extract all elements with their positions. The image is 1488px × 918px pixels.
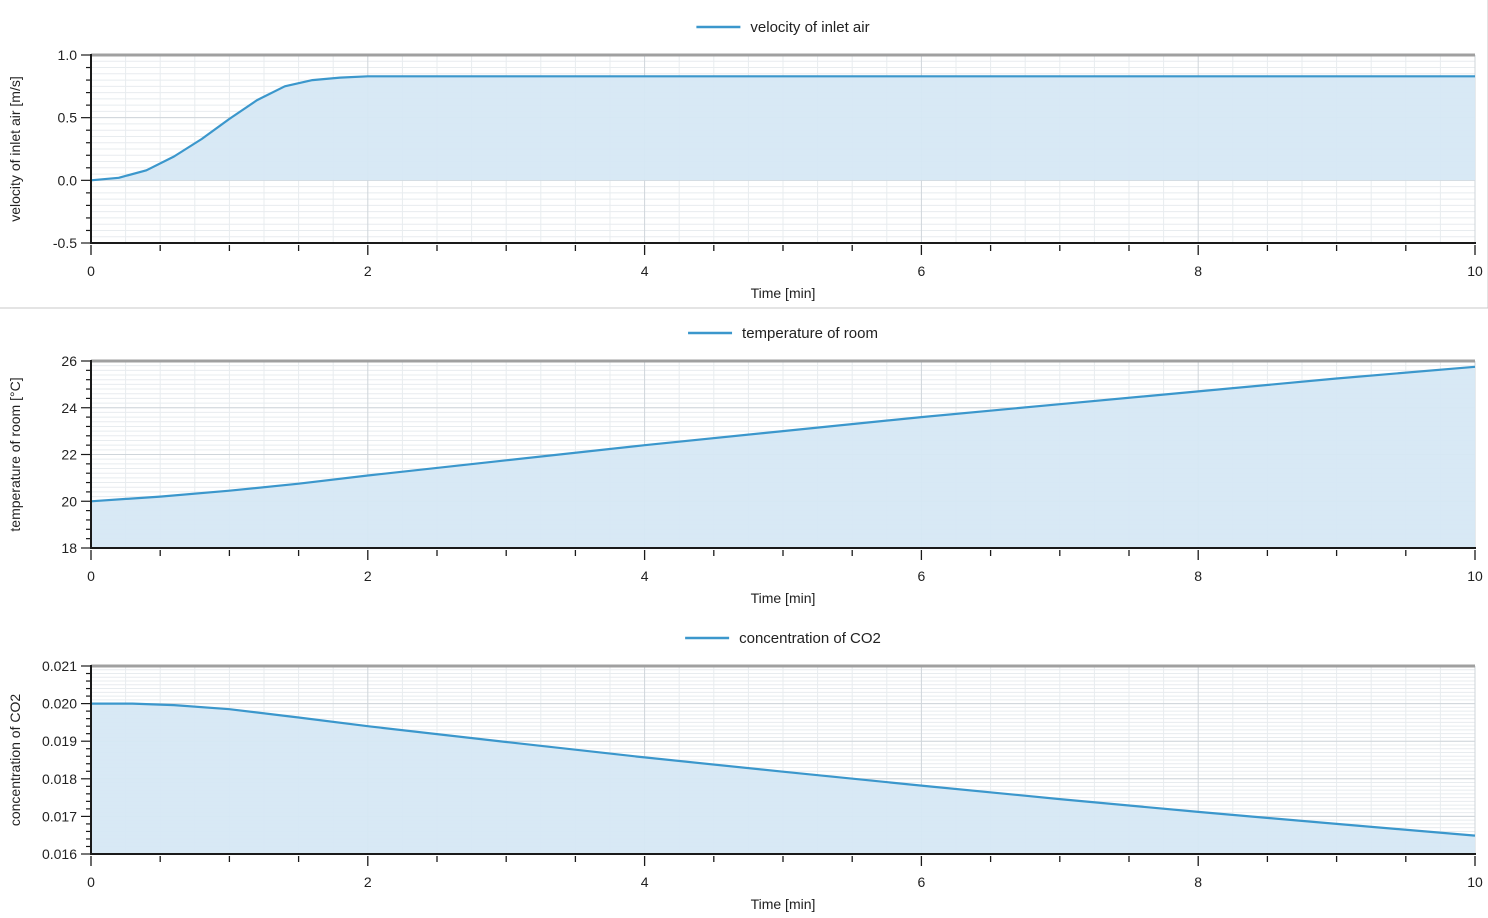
temperature-y-tick-label: 26 <box>61 353 77 369</box>
co2-x-tick-label: 10 <box>1467 874 1483 890</box>
co2-x-tick-label: 8 <box>1194 874 1202 890</box>
temperature-x-tick-label: 0 <box>87 568 95 584</box>
temperature-area-fill <box>91 366 1475 548</box>
co2-y-tick-label: 0.018 <box>42 771 77 787</box>
co2-area-fill <box>91 703 1475 854</box>
co2-y-tick-label: 0.021 <box>42 658 77 674</box>
temperature-x-tick-label: 6 <box>918 568 926 584</box>
velocity-y-tick-label: 0.5 <box>58 110 78 126</box>
velocity-y-axis-title: velocity of inlet air [m/s] <box>7 76 23 222</box>
velocity-x-tick-label: 2 <box>364 263 372 279</box>
velocity-x-tick-label: 10 <box>1467 263 1483 279</box>
temperature-y-tick-label: 22 <box>61 447 77 463</box>
temperature-x-tick-label: 4 <box>641 568 649 584</box>
co2-x-tick-label: 0 <box>87 874 95 890</box>
co2-y-axis-title: concentration of CO2 <box>7 694 23 827</box>
co2-series-line <box>91 702 1476 837</box>
temperature-y-tick-label: 18 <box>61 540 77 556</box>
co2-y-tick-label: 0.016 <box>42 846 77 862</box>
co2-x-tick-label: 6 <box>918 874 926 890</box>
temperature-series-line <box>90 365 1476 503</box>
velocity-y-tick-label: -0.5 <box>53 235 77 251</box>
velocity-x-tick-label: 4 <box>641 263 649 279</box>
temperature-x-tick-label: 8 <box>1194 568 1202 584</box>
co2-x-tick-label: 2 <box>364 874 372 890</box>
velocity-legend-label: velocity of inlet air <box>750 19 869 36</box>
temperature-x-tick-label: 10 <box>1467 568 1483 584</box>
temperature-y-axis-title: temperature of room [°C] <box>7 377 23 531</box>
co2-x-tick-label: 4 <box>641 874 649 890</box>
co2-y-tick-label: 0.020 <box>42 696 77 712</box>
co2-chart: 0 2 4 6 8 10 0.016 0.017 0.018 0.019 0.020 0.021 Tim… <box>7 630 1483 912</box>
velocity-series-line <box>90 75 1475 182</box>
velocity-chart: 0 2 4 6 8 10 -0.5 0.0 0.5 1.0 Time [min] velocity o… <box>7 19 1483 301</box>
velocity-x-tick-label: 6 <box>918 263 926 279</box>
temperature-y-tick-label: 24 <box>61 400 77 416</box>
temperature-legend-label: temperature of room <box>742 325 878 342</box>
velocity-x-tick-label: 0 <box>87 263 95 279</box>
co2-y-tick-label: 0.019 <box>42 733 77 749</box>
temperature-x-tick-label: 2 <box>364 568 372 584</box>
temperature-x-axis-title: Time [min] <box>751 590 816 606</box>
velocity-area-fill <box>91 76 1475 181</box>
co2-y-tick-label: 0.017 <box>42 808 77 824</box>
co2-x-axis-title: Time [min] <box>751 896 816 912</box>
co2-legend-label: concentration of CO2 <box>739 630 881 647</box>
temperature-y-tick-label: 20 <box>61 493 77 509</box>
velocity-y-tick-label: 0.0 <box>58 172 78 188</box>
velocity-x-axis-title: Time [min] <box>751 285 816 301</box>
velocity-y-tick-label: 1.0 <box>58 47 78 63</box>
velocity-x-tick-label: 8 <box>1194 263 1202 279</box>
